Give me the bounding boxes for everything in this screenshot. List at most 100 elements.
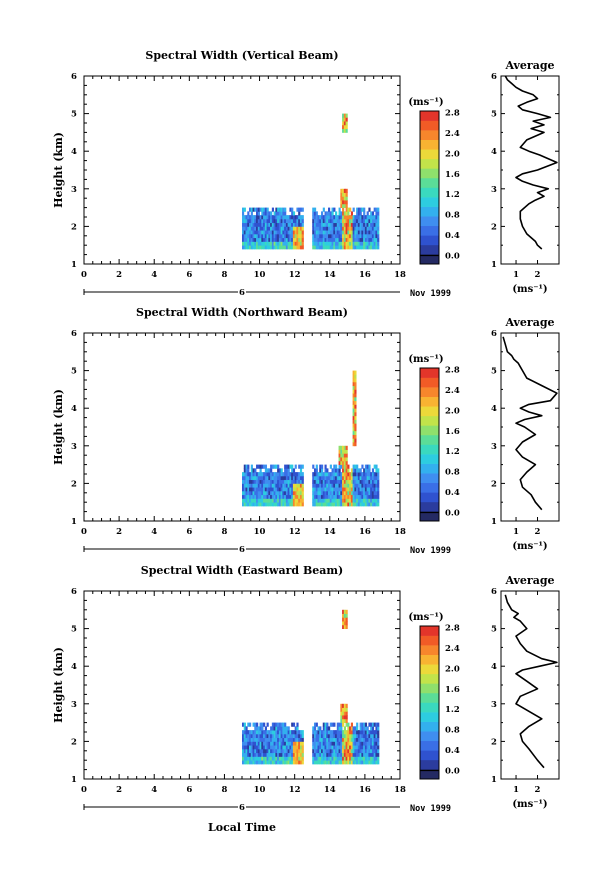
colorbar-swatch <box>420 177 439 188</box>
heatmap-cell <box>252 245 255 250</box>
heatmap-cell <box>371 745 375 750</box>
heatmap-cell <box>324 760 327 765</box>
heatmap-cell <box>329 222 332 227</box>
profile-y-tick-label: 3 <box>491 442 497 452</box>
panel-0: Spectral Width (Vertical Beam)0 2 4 6 8 10 12 1… <box>52 49 560 299</box>
colorbar-swatch <box>420 368 439 378</box>
heatmap-cell <box>333 490 336 496</box>
heatmap-cell <box>326 730 329 735</box>
heatmap-cell <box>282 479 285 484</box>
heatmap-cell <box>245 748 248 754</box>
y-tick-label: 6 <box>71 72 77 82</box>
heatmap-cell <box>242 733 245 739</box>
colorbar-swatch <box>420 702 439 713</box>
heatmap-cell <box>247 741 250 746</box>
profile-x-tick-label: 1 <box>513 270 519 280</box>
profile-y-tick-label: 2 <box>491 479 497 489</box>
heatmap-cell <box>313 211 317 216</box>
heatmap-cell <box>270 483 273 488</box>
heatmap-cell <box>313 233 317 239</box>
heatmap-cell <box>243 245 246 250</box>
heatmap-cell <box>247 745 250 750</box>
heatmap-cell <box>254 745 257 750</box>
heatmap-cell <box>243 756 246 761</box>
heatmap-cell <box>347 230 350 235</box>
heatmap-cell <box>259 752 262 757</box>
colorbar-tick-label: 2.4 <box>445 386 460 396</box>
heatmap-cell <box>343 494 346 499</box>
heatmap-cell <box>249 475 252 481</box>
heatmap-cell <box>291 479 294 484</box>
heatmap-cell <box>352 434 355 439</box>
heatmap-cell <box>275 483 278 488</box>
heatmap-cell <box>345 117 348 122</box>
heatmap-cell <box>282 498 285 503</box>
colorbar-swatch <box>420 168 439 179</box>
heatmap-cell <box>296 748 299 754</box>
heatmap-cell <box>357 475 361 481</box>
heatmap-cell <box>292 752 296 757</box>
heatmap-cell <box>312 222 315 227</box>
heatmap-cell <box>277 737 280 742</box>
heatmap-cell <box>268 502 271 507</box>
heatmap-cell <box>256 211 259 216</box>
heatmap-cell <box>263 475 266 481</box>
heatmap-cell <box>289 741 292 746</box>
heatmap-cell <box>368 237 371 242</box>
heatmap-cell <box>284 222 287 227</box>
heatmap-cell <box>319 760 322 765</box>
heatmap-cell <box>375 472 378 477</box>
heatmap-cell <box>282 748 285 754</box>
heatmap-cell <box>366 733 369 739</box>
heatmap-cell <box>352 230 355 235</box>
heatmap-cell <box>250 483 253 488</box>
heatmap-cell <box>345 730 348 735</box>
heatmap-cell <box>371 226 375 231</box>
heatmap-cell <box>324 226 327 231</box>
heatmap-cell <box>345 487 348 492</box>
colorbar-swatch <box>420 473 439 484</box>
heatmap-cell <box>284 730 287 735</box>
heatmap-cell <box>289 748 292 754</box>
heatmap-cell <box>250 464 253 469</box>
heatmap-cell <box>345 737 348 742</box>
heatmap-cell <box>342 621 345 626</box>
x-tick-label: 2 <box>116 785 122 795</box>
heatmap-cell <box>363 745 366 750</box>
heatmap-cell <box>343 196 346 201</box>
heatmap-cell <box>340 245 343 250</box>
heatmap-cell <box>315 498 318 503</box>
heatmap-cell <box>345 464 348 469</box>
heatmap-cell <box>343 711 346 716</box>
heatmap-cell <box>287 475 290 481</box>
heatmap-cell <box>359 760 362 765</box>
colorbar-swatch <box>420 444 439 455</box>
heatmap-cell <box>270 726 273 731</box>
heatmap-cell <box>275 737 278 742</box>
heatmap-cell <box>254 226 257 231</box>
heatmap-cell <box>363 483 366 488</box>
heatmap-cell <box>277 722 280 727</box>
heatmap-cell <box>345 468 348 473</box>
heatmap-cell <box>289 241 292 246</box>
heatmap-cell <box>322 230 325 235</box>
heatmap-cell <box>277 207 280 212</box>
heatmap-cell <box>245 245 248 250</box>
heatmap-cell <box>268 468 271 473</box>
heatmap-cell <box>264 741 267 746</box>
x-tick-label: 8 <box>221 527 227 537</box>
heatmap-cell <box>342 237 345 242</box>
heatmap-cell <box>333 475 336 481</box>
heatmap-cell <box>245 475 248 481</box>
profile-line <box>504 594 558 769</box>
heatmap-cell <box>354 442 357 447</box>
heatmap-cell <box>363 245 366 250</box>
heatmap-cell <box>322 502 325 507</box>
heatmap-cell <box>370 211 373 216</box>
heatmap-cell <box>291 748 294 754</box>
heatmap-cell <box>342 752 345 757</box>
x-tick-label: 4 <box>151 785 157 795</box>
heatmap-cell <box>321 215 324 220</box>
heatmap-cell <box>315 737 318 742</box>
heatmap-cell <box>282 494 285 499</box>
